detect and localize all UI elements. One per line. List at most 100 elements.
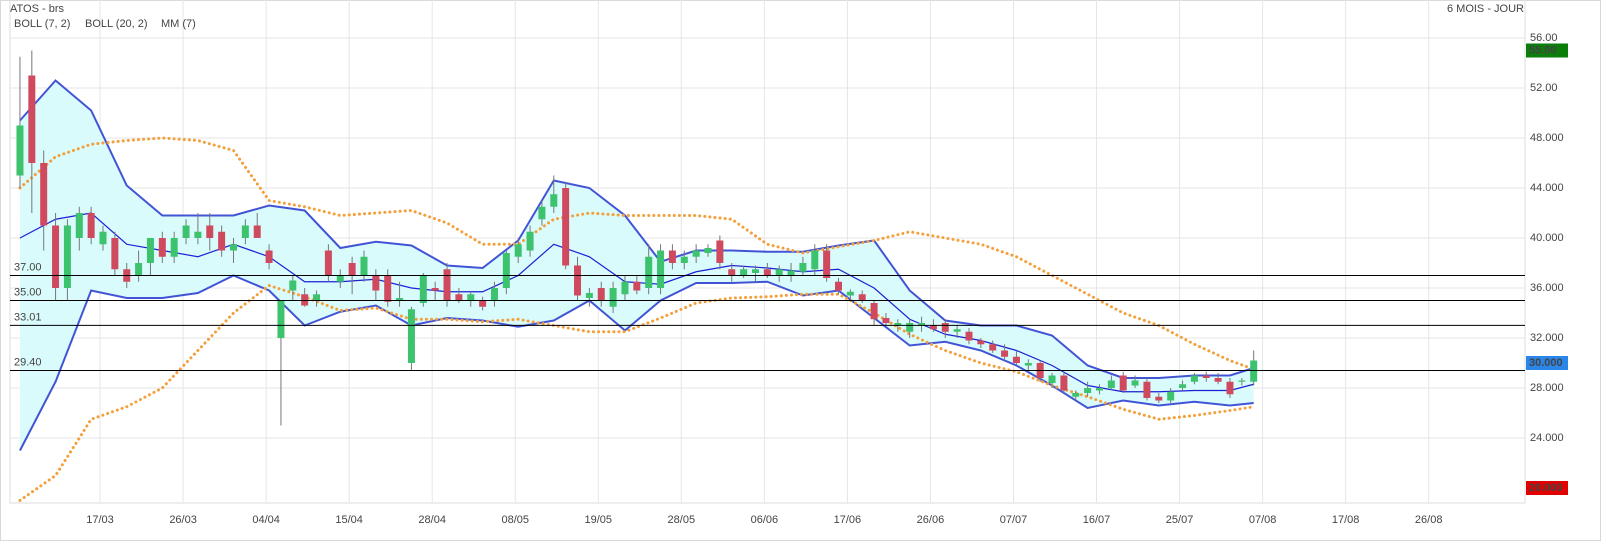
candle-body bbox=[158, 238, 166, 257]
candle-body bbox=[692, 250, 700, 257]
candle-body bbox=[1107, 380, 1115, 388]
candle-body bbox=[111, 238, 119, 270]
x-tick-label: 17/06 bbox=[834, 514, 862, 526]
x-tick-label: 15/04 bbox=[335, 514, 363, 526]
candle-body bbox=[324, 250, 332, 276]
candle-body bbox=[680, 256, 688, 263]
legend-entry: BOLL (7, 2) bbox=[14, 18, 70, 30]
y-tick-label: 56.00 bbox=[1530, 32, 1558, 44]
legend-entry: MM (7) bbox=[161, 18, 196, 30]
candle-body bbox=[1024, 363, 1032, 366]
candle-body bbox=[87, 213, 95, 238]
price-marker bbox=[1526, 356, 1568, 370]
x-tick-label: 04/04 bbox=[252, 514, 280, 526]
candle-body bbox=[1060, 375, 1068, 391]
x-tick-label: 25/07 bbox=[1166, 514, 1194, 526]
candle-body bbox=[894, 323, 902, 326]
candle-body bbox=[811, 250, 819, 270]
candle-body bbox=[63, 225, 71, 288]
candle-body bbox=[585, 293, 593, 298]
candle-body bbox=[99, 231, 107, 245]
candle-body bbox=[1167, 391, 1175, 401]
candle-body bbox=[289, 280, 297, 291]
y-tick-label: 44.000 bbox=[1530, 182, 1564, 194]
y-tick-label: 48.000 bbox=[1530, 132, 1564, 144]
candle-body bbox=[965, 331, 973, 341]
price-marker-label: 20.000 bbox=[1529, 482, 1563, 494]
y-tick-label: 40.000 bbox=[1530, 232, 1564, 244]
candle-body bbox=[490, 288, 498, 301]
indicator-line bbox=[18, 136, 1256, 371]
candle-body bbox=[336, 275, 344, 282]
candle-body bbox=[502, 253, 510, 288]
candle-body bbox=[75, 213, 83, 238]
candle-body bbox=[918, 323, 926, 326]
candle-body bbox=[668, 250, 676, 263]
candle-body bbox=[846, 291, 854, 296]
candle-body bbox=[360, 256, 368, 276]
candle-body bbox=[728, 269, 736, 276]
candle-body bbox=[1155, 396, 1163, 401]
candle-body bbox=[751, 269, 759, 273]
candle-body bbox=[1179, 384, 1187, 388]
candle-body bbox=[313, 294, 321, 301]
candle-body bbox=[858, 294, 866, 301]
candle-body bbox=[1131, 380, 1139, 386]
candle-body bbox=[562, 188, 570, 266]
candle-body bbox=[1048, 375, 1056, 383]
candle-body bbox=[301, 294, 309, 306]
candle-body bbox=[396, 298, 404, 301]
candle-body bbox=[135, 263, 143, 276]
candle-body bbox=[763, 269, 771, 276]
candle-body bbox=[479, 300, 487, 307]
candle-body bbox=[1226, 381, 1234, 395]
indicator-line bbox=[19, 212, 1254, 393]
x-tick-label: 19/05 bbox=[585, 514, 613, 526]
x-tick-label: 16/07 bbox=[1083, 514, 1111, 526]
x-tick-label: 28/05 bbox=[668, 514, 696, 526]
candle-body bbox=[1119, 375, 1127, 391]
y-tick-label: 36.000 bbox=[1530, 282, 1564, 294]
candle-body bbox=[882, 318, 890, 323]
level-label: 33.01 bbox=[14, 311, 42, 323]
x-tick-label: 07/07 bbox=[1000, 514, 1028, 526]
candle-body bbox=[229, 244, 237, 251]
candle-body bbox=[929, 325, 937, 330]
candle-body bbox=[443, 269, 451, 301]
candle-body bbox=[1202, 375, 1210, 378]
y-tick-label: 28.000 bbox=[1530, 382, 1564, 394]
candle-body bbox=[514, 244, 522, 257]
level-label: 29.40 bbox=[14, 356, 42, 368]
candle-body bbox=[1238, 380, 1246, 382]
candle-body bbox=[526, 231, 534, 251]
level-label: 35.00 bbox=[14, 286, 42, 298]
price-marker bbox=[1526, 43, 1568, 58]
candle-body bbox=[40, 163, 48, 226]
candle-body bbox=[431, 288, 439, 291]
candle-body bbox=[834, 281, 842, 291]
candle-body bbox=[194, 231, 202, 238]
candle-body bbox=[16, 125, 24, 176]
candle-body bbox=[823, 250, 831, 278]
x-tick-label: 26/06 bbox=[917, 514, 945, 526]
candle-body bbox=[419, 275, 427, 303]
candle-body bbox=[574, 265, 582, 296]
candle-body bbox=[621, 281, 629, 295]
x-tick-label: 17/03 bbox=[86, 514, 114, 526]
price-marker bbox=[1526, 481, 1568, 495]
candle-body bbox=[1250, 360, 1258, 382]
candle-body bbox=[372, 275, 380, 291]
candle-body bbox=[645, 256, 653, 288]
indicator-line bbox=[19, 274, 1254, 451]
y-tick-label: 32.000 bbox=[1530, 332, 1564, 344]
candle-body bbox=[28, 75, 36, 163]
candle-body bbox=[182, 225, 190, 238]
candle-body bbox=[467, 294, 475, 301]
x-tick-label: 17/08 bbox=[1332, 514, 1360, 526]
candle-body bbox=[1214, 378, 1222, 382]
plot-area bbox=[9, 0, 1526, 504]
candle-body bbox=[609, 288, 617, 307]
indicator-line bbox=[19, 79, 1254, 379]
y-tick-label: 52.00 bbox=[1530, 82, 1558, 94]
